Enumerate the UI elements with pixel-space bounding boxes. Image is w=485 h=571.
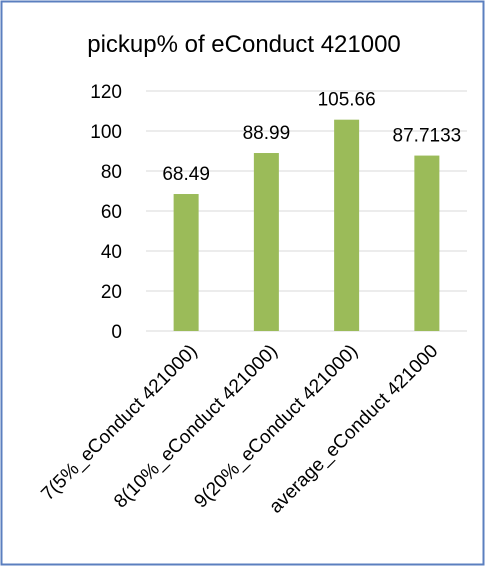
y-tick-label: 80 [101,162,122,183]
data-label: 68.49 [162,164,210,185]
y-tick-label: 120 [90,82,122,103]
bars [173,119,440,332]
bar [173,194,199,331]
y-axis-ticks: 0 20 40 60 80 100 120 [90,82,122,343]
y-tick-label: 60 [101,202,122,223]
data-label: 105.66 [318,90,376,111]
bar [253,153,279,331]
data-label: 87.7133 [393,126,462,147]
y-tick-label: 40 [101,242,122,263]
data-label: 88.99 [243,123,291,144]
bar [334,119,360,332]
chart-title: pickup% of eConduct 421000 [87,31,401,58]
y-tick-label: 0 [111,322,122,343]
y-tick-label: 20 [101,282,122,303]
gridlines [146,90,467,332]
data-labels: 68.49 88.99 105.66 87.7133 [162,90,461,185]
bar [414,155,440,331]
y-tick-label: 100 [90,122,122,143]
